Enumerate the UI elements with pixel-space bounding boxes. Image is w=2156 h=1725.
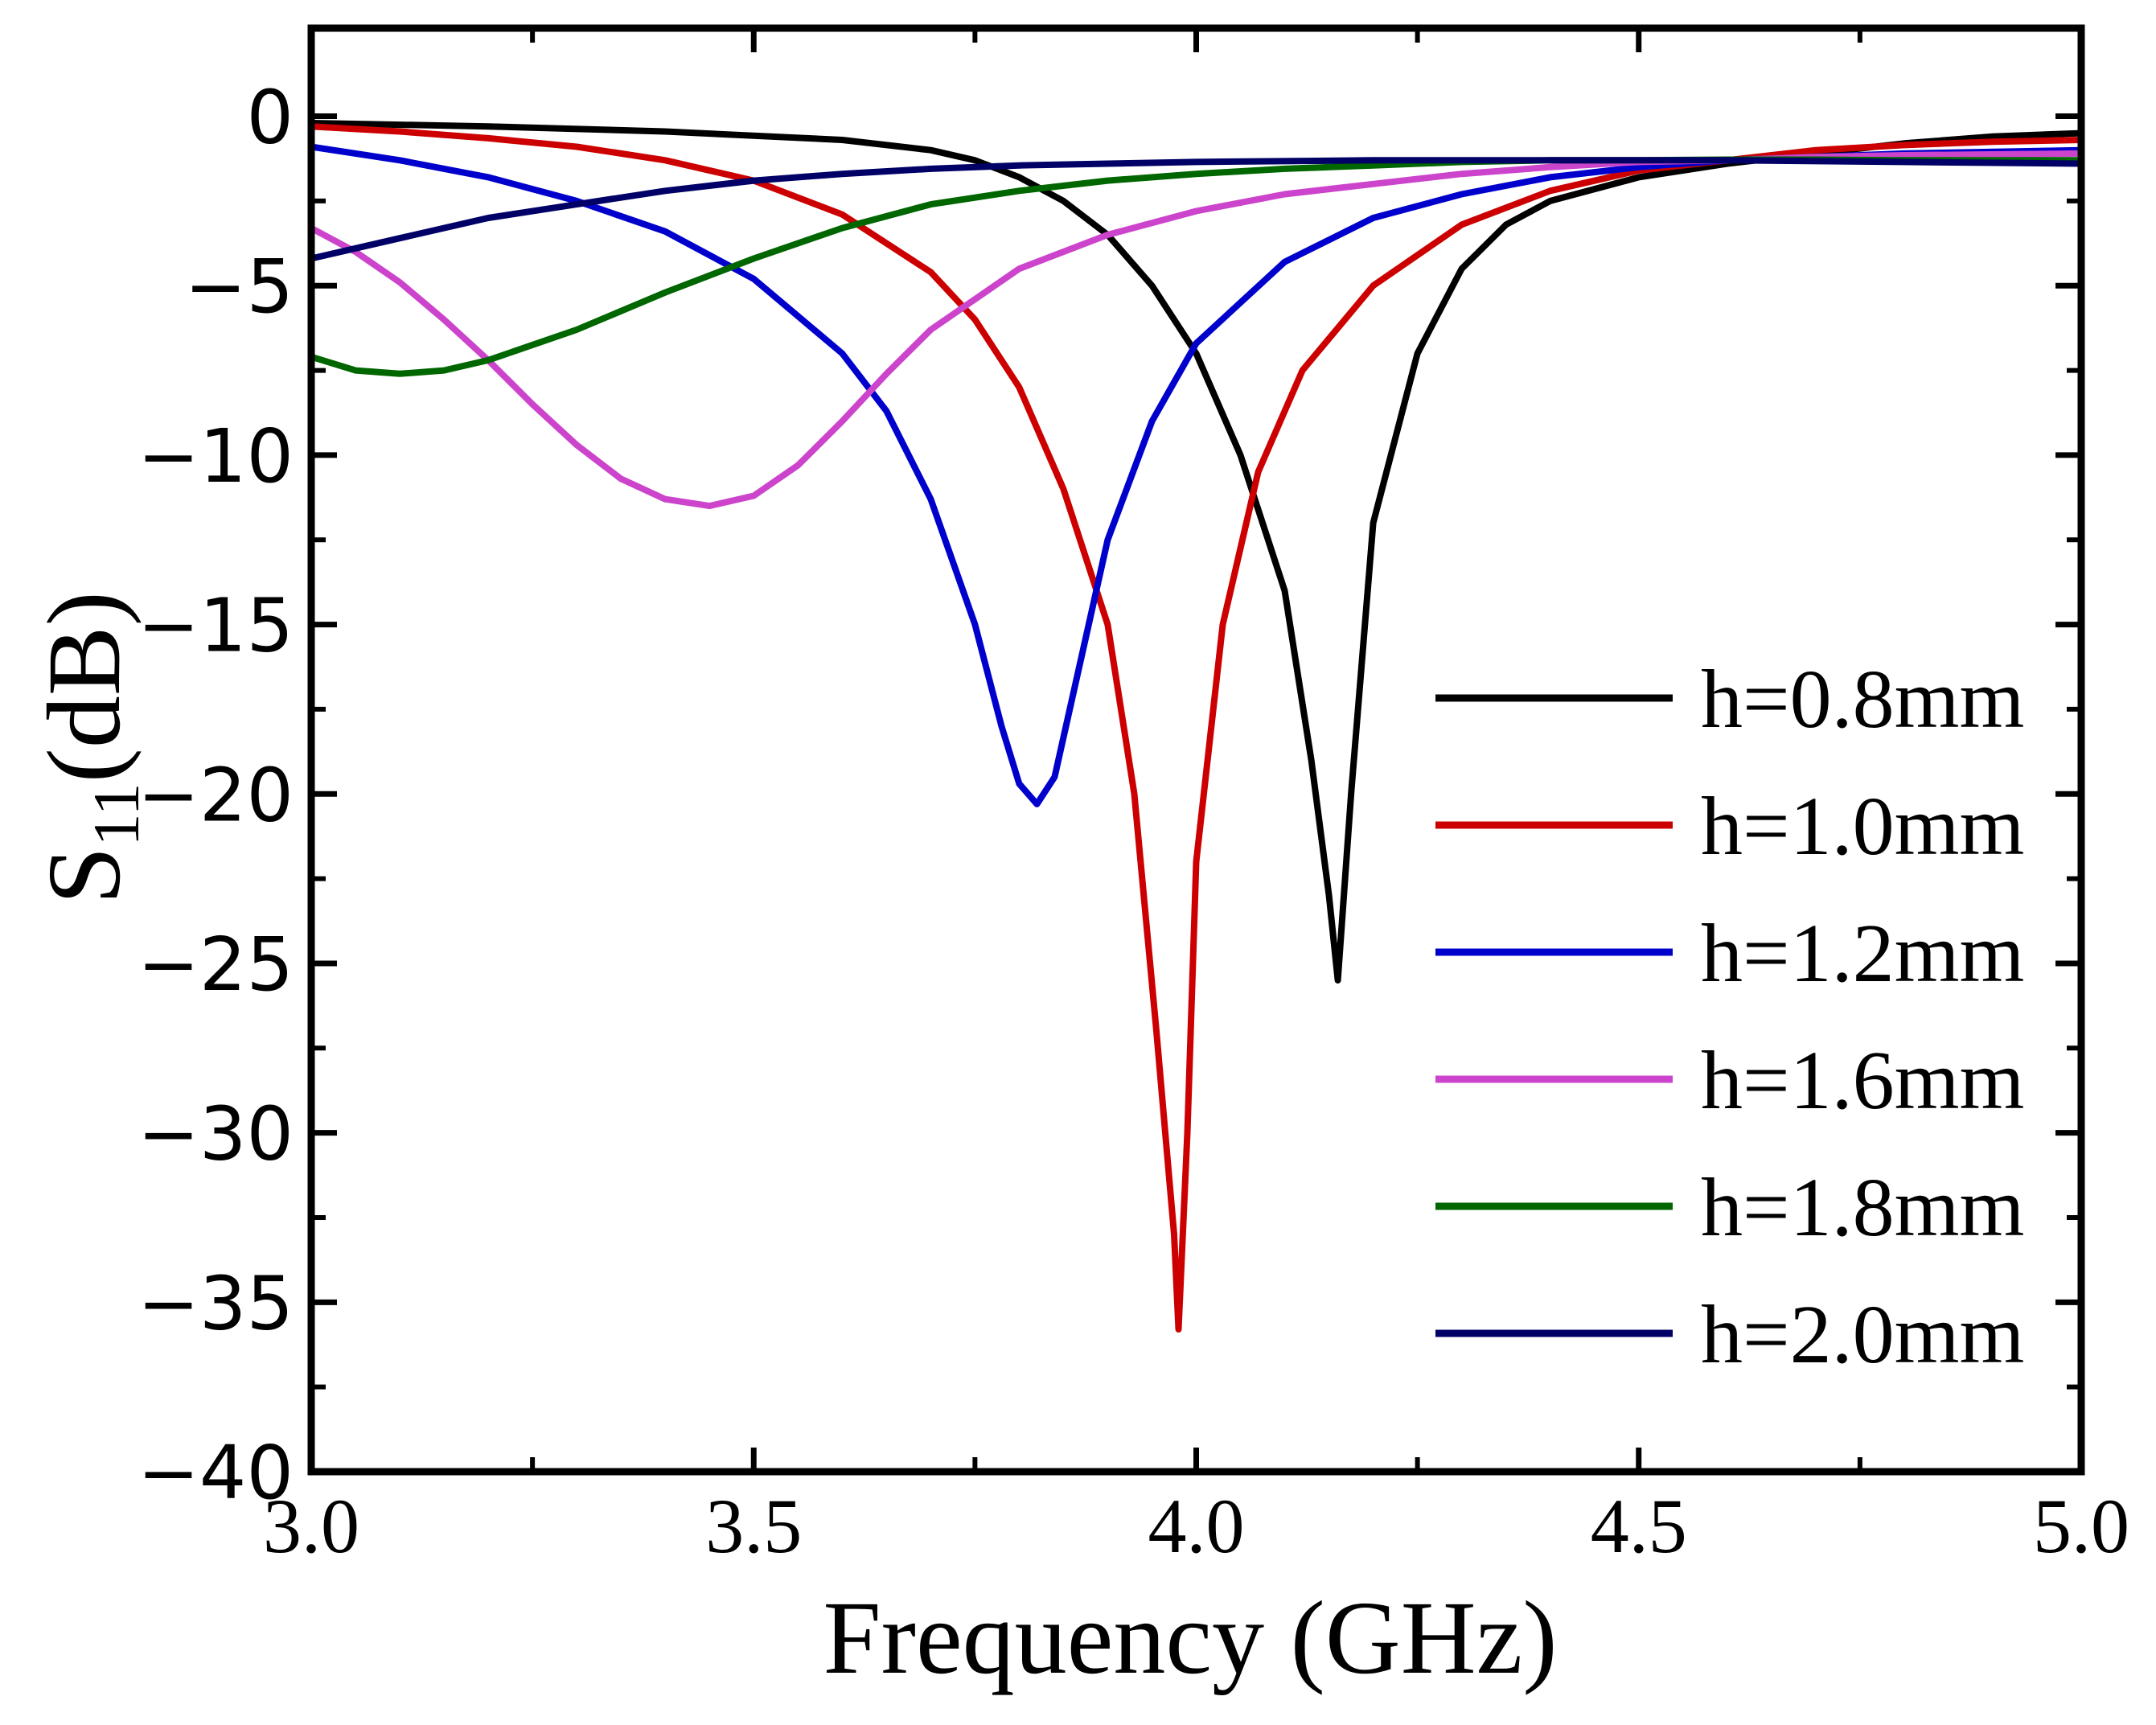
y-tick-label: −40 bbox=[138, 1430, 294, 1516]
axis-ticks bbox=[308, 28, 2084, 1475]
y-axis-title-main: S bbox=[27, 846, 142, 904]
y-tick-label: −30 bbox=[138, 1091, 294, 1177]
series-line-6 bbox=[308, 157, 2084, 262]
plot-frame bbox=[307, 24, 2085, 1476]
legend-label-6: h=2.0mm bbox=[1701, 1288, 2024, 1381]
x-tick-label: 3.5 bbox=[705, 1483, 802, 1569]
x-tick-label: 5.0 bbox=[2033, 1483, 2129, 1569]
y-axis-title-unit: (dB) bbox=[27, 591, 142, 782]
y-axis-title: S11(dB) bbox=[27, 591, 153, 905]
y-tick-label: −35 bbox=[138, 1260, 294, 1346]
y-tick-label: −5 bbox=[184, 244, 294, 330]
y-tick-label: −20 bbox=[138, 752, 294, 838]
series-line-4 bbox=[308, 150, 2084, 510]
x-tick-label: 3.0 bbox=[263, 1483, 359, 1569]
x-tick-label: 4.5 bbox=[1591, 1483, 1687, 1569]
x-tick-label: 4.0 bbox=[1148, 1483, 1245, 1569]
y-tick-label: −25 bbox=[138, 922, 294, 1008]
legend: h=0.8mm h=1.0mm h=1.2mm h=1.6mm h=1.8mm h=2.0… bbox=[1435, 653, 2024, 1381]
series-lines bbox=[308, 120, 2084, 1333]
legend-label-1: h=0.8mm bbox=[1701, 653, 2024, 745]
tick-labels: 3.0 3.5 4.0 4.5 5.0 0 −5 −10 −15 −20 −25 −30 −35 −40 bbox=[138, 75, 2129, 1569]
series-line-3 bbox=[308, 143, 2084, 807]
y-tick-label: −10 bbox=[138, 413, 294, 499]
y-tick-label: 0 bbox=[246, 75, 294, 161]
legend-label-2: h=1.0mm bbox=[1701, 780, 2024, 873]
y-axis-title-sub: 11 bbox=[80, 783, 153, 847]
legend-label-4: h=1.6mm bbox=[1701, 1034, 2024, 1127]
legend-label-5: h=1.8mm bbox=[1701, 1161, 2024, 1254]
y-tick-label: −15 bbox=[138, 583, 294, 669]
legend-label-3: h=1.2mm bbox=[1701, 907, 2024, 1000]
series-line-1 bbox=[308, 120, 2084, 984]
x-axis-title: Frequency (GHz) bbox=[823, 1580, 1557, 1696]
